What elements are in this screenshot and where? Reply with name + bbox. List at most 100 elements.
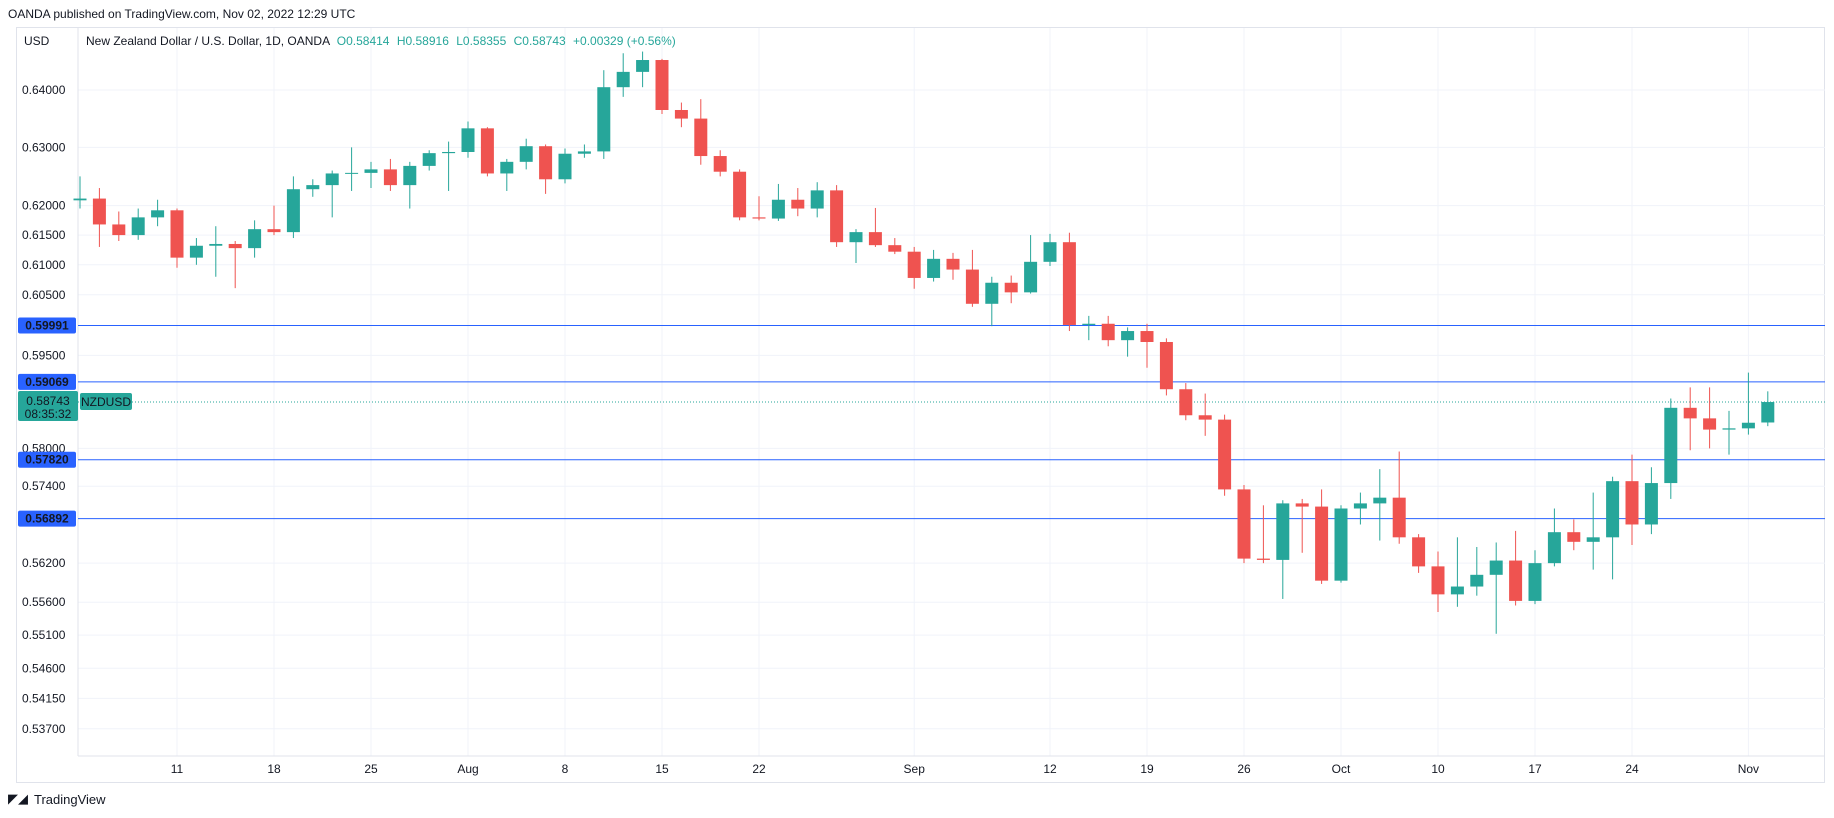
candle-up xyxy=(1606,476,1620,580)
candle-body xyxy=(1295,503,1309,507)
candle-up xyxy=(810,182,824,218)
candle-body xyxy=(810,190,824,209)
footer-brand: TradingView xyxy=(34,792,106,807)
candle-body xyxy=(636,60,650,72)
candle-down xyxy=(713,150,727,177)
x-tick-label: 10 xyxy=(1431,762,1445,776)
candle-body xyxy=(752,217,766,219)
candle-body xyxy=(209,243,223,246)
svg-text:New Zealand Dollar / U.S. Doll: New Zealand Dollar / U.S. Dollar, 1D, OA… xyxy=(86,34,676,48)
x-tick-label: 11 xyxy=(171,762,184,776)
candle-body xyxy=(1373,497,1387,504)
candle-up xyxy=(286,176,300,239)
tradingview-logo[interactable]: ◤◢ TradingView xyxy=(8,792,106,807)
x-tick-label: 18 xyxy=(267,762,281,776)
candle-body xyxy=(771,199,785,219)
level-price-badge xyxy=(18,317,76,334)
candle-up xyxy=(1722,410,1736,455)
candle-down xyxy=(1683,387,1697,451)
candle-up xyxy=(1373,469,1387,541)
candle-up xyxy=(500,158,514,191)
candle-body xyxy=(1315,506,1329,581)
x-axis: 111825Aug81522Sep121926Oct101724Nov8 xyxy=(171,762,1759,776)
candle-body xyxy=(907,251,921,278)
candle-body xyxy=(985,282,999,304)
candle-body xyxy=(92,198,106,225)
candle-up xyxy=(422,150,436,171)
candle-body xyxy=(1334,508,1348,581)
candle-down xyxy=(1140,323,1154,368)
candle-down xyxy=(946,252,960,280)
candle-body xyxy=(1547,532,1561,564)
x-tick-label: 22 xyxy=(752,762,766,776)
candle-down xyxy=(1198,393,1212,436)
candle-body xyxy=(1082,323,1096,325)
candle-up xyxy=(1121,327,1135,357)
candle-body xyxy=(189,245,203,258)
candle-down xyxy=(1062,232,1076,332)
candle-down xyxy=(965,249,979,307)
candle-up xyxy=(1082,315,1096,341)
candle-body xyxy=(1644,483,1658,525)
candle-up xyxy=(771,183,785,221)
candle-body xyxy=(1606,481,1620,538)
candle-body xyxy=(1412,537,1426,567)
candle-down xyxy=(539,144,553,194)
candle-down xyxy=(1567,519,1581,551)
candle-body xyxy=(1470,574,1484,587)
candle-up xyxy=(209,226,223,277)
candles xyxy=(73,51,1775,634)
candlestick-chart[interactable]: 0.64000 0.63000 0.62000 0.61500 0.61000 0.605… xyxy=(0,0,1834,790)
candle-up xyxy=(151,199,165,227)
candle-body xyxy=(1528,563,1542,601)
x-tick-label: Nov xyxy=(1738,762,1759,776)
x-tick-label: 12 xyxy=(1043,762,1057,776)
candle-body xyxy=(1159,341,1173,390)
price-labels: 0.59991 0.59069 0.57820 0.56892 0.5874308:35… xyxy=(18,317,132,527)
candle-body xyxy=(1509,560,1523,601)
candle-body xyxy=(73,198,87,201)
y-tick-label: 0.55100 xyxy=(22,628,66,642)
candle-up xyxy=(1450,537,1464,607)
candle-body xyxy=(791,199,805,209)
x-tick-label: 24 xyxy=(1625,762,1639,776)
candle-body xyxy=(539,146,553,180)
candle-up xyxy=(345,147,359,191)
candle-body xyxy=(422,153,436,166)
candle-down xyxy=(868,207,882,247)
x-tick-label: Aug xyxy=(457,762,478,776)
candle-up xyxy=(1547,508,1561,567)
candle-body xyxy=(1276,503,1290,560)
candle-body xyxy=(830,190,844,243)
candle-down xyxy=(1625,454,1639,546)
chart-frame[interactable] xyxy=(16,27,1825,783)
candle-up xyxy=(403,161,417,209)
candle-body xyxy=(1703,418,1717,430)
candle-down xyxy=(907,246,921,289)
candle-body xyxy=(655,60,669,110)
y-tick-label: 0.61500 xyxy=(22,228,66,242)
candle-up xyxy=(985,276,999,327)
candle-up xyxy=(442,141,456,191)
candle-body xyxy=(1043,242,1057,262)
candle-down xyxy=(1179,383,1193,421)
level-price-badge xyxy=(18,373,76,390)
y-tick-label: 0.61000 xyxy=(22,258,66,272)
candle-up xyxy=(636,51,650,88)
candle-up xyxy=(1334,505,1348,583)
y-tick-label: 0.54600 xyxy=(22,661,66,675)
candle-up xyxy=(73,176,87,209)
level-price-badge xyxy=(18,451,76,468)
candle-up xyxy=(927,249,941,282)
candle-body xyxy=(1121,331,1135,341)
candle-body xyxy=(1450,586,1464,595)
candle-body xyxy=(286,189,300,233)
published-info: OANDA published on TradingView.com, Nov … xyxy=(8,7,356,21)
candle-body xyxy=(849,232,863,243)
candle-body xyxy=(1683,407,1697,419)
candle-body xyxy=(480,128,494,174)
candle-body xyxy=(1392,497,1406,538)
y-axis: 0.64000 0.63000 0.62000 0.61500 0.61000 0.605… xyxy=(22,83,66,736)
candle-body xyxy=(1101,323,1115,341)
candle-body xyxy=(1431,566,1445,595)
